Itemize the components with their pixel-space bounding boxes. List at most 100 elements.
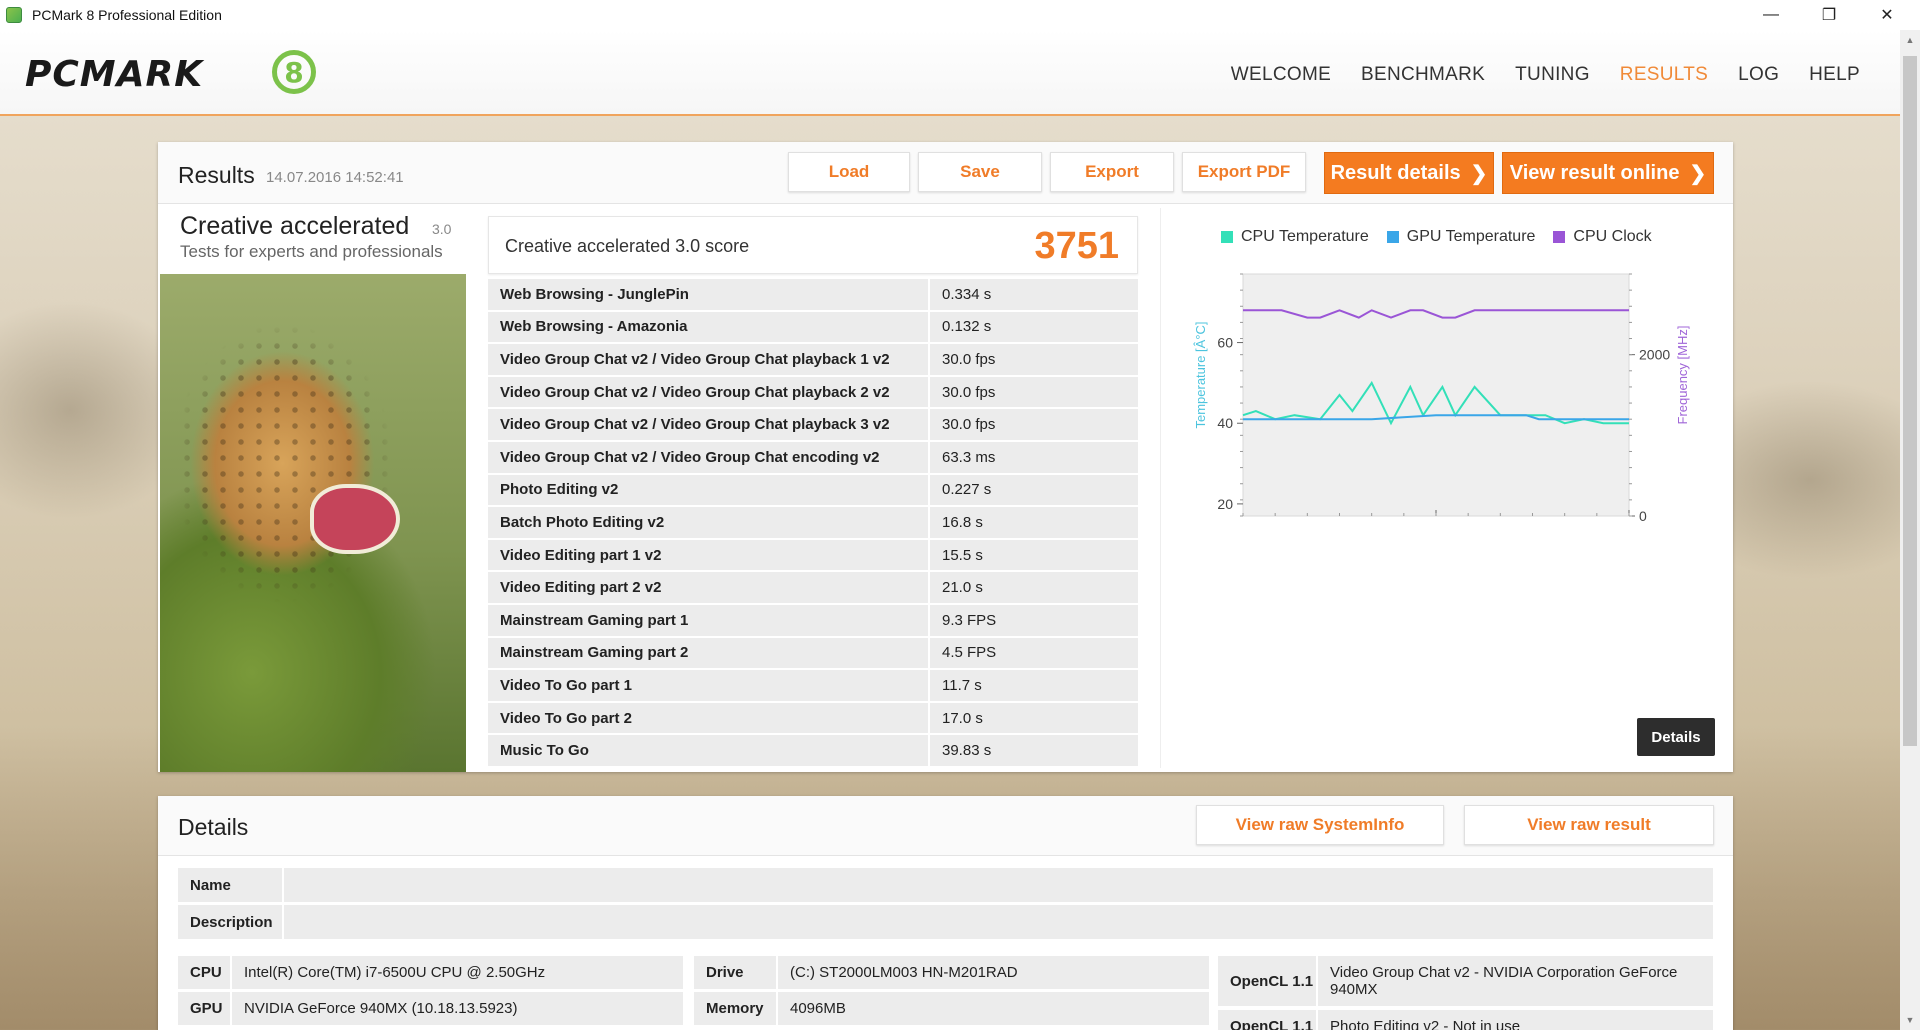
table-row: Video To Go part 1 11.7 s bbox=[488, 670, 1138, 703]
nav-welcome[interactable]: WELCOME bbox=[1230, 64, 1332, 85]
window-title: PCMark 8 Professional Edition bbox=[32, 7, 222, 23]
subtest-value: 39.83 s bbox=[930, 735, 1138, 766]
maximize-button[interactable]: ❐ bbox=[1821, 7, 1837, 24]
legend-label: CPU Clock bbox=[1573, 228, 1652, 245]
results-title: Results bbox=[178, 162, 255, 188]
gpu-spec-row: GPU NVIDIA GeForce 940MX (10.18.13.5923) bbox=[178, 992, 683, 1025]
scroll-up-arrow-icon[interactable]: ▲ bbox=[1905, 35, 1915, 45]
table-row: Web Browsing - JunglePin 0.334 s bbox=[488, 279, 1138, 312]
subtest-value: 30.0 fps bbox=[930, 409, 1138, 440]
y-left-tick-label: 40 bbox=[1217, 415, 1233, 431]
subtest-results-table: Web Browsing - JunglePin 0.334 s Web Brow… bbox=[488, 279, 1138, 768]
subtest-name: Photo Editing v2 bbox=[488, 474, 930, 506]
gpu-value: NVIDIA GeForce 940MX (10.18.13.5923) bbox=[232, 992, 683, 1025]
memory-label: Memory bbox=[694, 992, 776, 1025]
name-value bbox=[284, 868, 1713, 902]
details-name-row: Name bbox=[178, 868, 1713, 902]
subtest-value: 0.132 s bbox=[930, 311, 1138, 343]
legend-label: CPU Temperature bbox=[1241, 228, 1369, 245]
y-right-tick-label: 0 bbox=[1639, 508, 1647, 524]
test-subtitle: Tests for experts and professionals bbox=[180, 242, 443, 261]
subtest-value: 0.334 s bbox=[930, 279, 1138, 310]
subtest-name: Video Group Chat v2 / Video Group Chat p… bbox=[488, 376, 930, 408]
vertical-scrollbar[interactable]: ▲ ▼ bbox=[1900, 30, 1920, 1030]
result-details-label: Result details bbox=[1330, 161, 1461, 184]
subtest-name: Video To Go part 2 bbox=[488, 702, 930, 734]
subtest-value: 11.7 s bbox=[930, 670, 1138, 701]
export-button[interactable]: Export bbox=[1050, 152, 1174, 192]
series-line-gpu-temperature bbox=[1243, 414, 1629, 421]
legend-item: CPU Clock bbox=[1553, 228, 1652, 246]
legend-swatch bbox=[1221, 231, 1233, 243]
table-row: Video Group Chat v2 / Video Group Chat p… bbox=[488, 344, 1138, 377]
subtest-value: 21.0 s bbox=[930, 572, 1138, 603]
view-result-online-label: View result online bbox=[1509, 161, 1680, 184]
legend-label: GPU Temperature bbox=[1406, 228, 1536, 245]
table-row: Video Editing part 2 v2 21.0 s bbox=[488, 572, 1138, 605]
table-row: Web Browsing - Amazonia 0.132 s bbox=[488, 311, 1138, 345]
table-row: Video To Go part 2 17.0 s bbox=[488, 702, 1138, 736]
chart-legend: CPU Temperature GPU Temperature CPU Cloc… bbox=[1221, 228, 1652, 246]
subtest-value: 9.3 FPS bbox=[930, 604, 1138, 636]
pcmark-logo: PCMARK bbox=[25, 54, 204, 95]
result-details-button[interactable]: Result details ❯ bbox=[1324, 152, 1494, 194]
table-row: Music To Go 39.83 s bbox=[488, 735, 1138, 768]
memory-spec-row: Memory 4096MB bbox=[694, 992, 1209, 1025]
view-raw-result-button[interactable]: View raw result bbox=[1464, 805, 1714, 845]
nav-log[interactable]: LOG bbox=[1738, 64, 1780, 85]
opencl-spec-row: OpenCL 1.1 Photo Editing v2 - Not in use bbox=[1218, 1010, 1713, 1030]
name-label: Name bbox=[178, 868, 282, 902]
subtest-value: 4.5 FPS bbox=[930, 637, 1138, 669]
app-header: PCMARK 8 WELCOME BENCHMARK TUNING RESULT… bbox=[0, 30, 1900, 116]
close-button[interactable]: ✕ bbox=[1880, 7, 1894, 24]
drive-spec-row: Drive (C:) ST2000LM003 HN-M201RAD bbox=[694, 956, 1209, 989]
cpu-value: Intel(R) Core(TM) i7-6500U CPU @ 2.50GHz bbox=[232, 956, 683, 989]
subtest-name: Video Group Chat v2 / Video Group Chat e… bbox=[488, 441, 930, 473]
leopard-image bbox=[160, 274, 466, 772]
y-left-tick-label: 60 bbox=[1217, 335, 1233, 351]
chart-details-button[interactable]: Details bbox=[1637, 718, 1715, 756]
subtest-name: Video Editing part 1 v2 bbox=[488, 539, 930, 571]
details-panel: Details View raw SystemInfo View raw res… bbox=[158, 796, 1733, 1030]
table-row: Video Group Chat v2 / Video Group Chat p… bbox=[488, 376, 1138, 410]
nav-help[interactable]: HELP bbox=[1809, 64, 1860, 85]
load-button[interactable]: Load bbox=[788, 152, 910, 192]
nav-results[interactable]: RESULTS bbox=[1619, 64, 1709, 85]
subtest-name: Batch Photo Editing v2 bbox=[488, 507, 930, 538]
subtest-name: Video Editing part 2 v2 bbox=[488, 572, 930, 603]
table-row: Mainstream Gaming part 1 9.3 FPS bbox=[488, 604, 1138, 638]
drive-label: Drive bbox=[694, 956, 776, 989]
subtest-value: 30.0 fps bbox=[930, 344, 1138, 375]
pcmark-app-icon bbox=[6, 7, 22, 23]
score-value: 3751 bbox=[1034, 225, 1119, 267]
scroll-thumb[interactable] bbox=[1903, 56, 1917, 746]
subtest-name: Video Group Chat v2 / Video Group Chat p… bbox=[488, 409, 930, 440]
view-result-online-button[interactable]: View result online ❯ bbox=[1502, 152, 1714, 194]
minimize-button[interactable]: — bbox=[1763, 6, 1779, 23]
cpu-spec-row: CPU Intel(R) Core(TM) i7-6500U CPU @ 2.5… bbox=[178, 956, 683, 989]
export-pdf-button[interactable]: Export PDF bbox=[1182, 152, 1306, 192]
details-description-row: Description bbox=[178, 905, 1713, 939]
nav-tuning[interactable]: TUNING bbox=[1515, 64, 1590, 85]
test-version: 3.0 bbox=[432, 221, 452, 237]
opencl-spec-row: OpenCL 1.1 Video Group Chat v2 - NVIDIA … bbox=[1218, 956, 1713, 1006]
gpu-label: GPU bbox=[178, 992, 230, 1025]
scroll-down-arrow-icon[interactable]: ▼ bbox=[1905, 1015, 1915, 1025]
chevron-right-icon: ❯ bbox=[1470, 162, 1488, 185]
drive-value: (C:) ST2000LM003 HN-M201RAD bbox=[778, 956, 1209, 989]
save-button[interactable]: Save bbox=[918, 152, 1042, 192]
y-right-axis-title: Frequency [MHz] bbox=[1675, 326, 1690, 425]
opencl-value: Video Group Chat v2 - NVIDIA Corporation… bbox=[1318, 956, 1713, 1006]
subtest-name: Web Browsing - JunglePin bbox=[488, 279, 930, 310]
subtest-value: 63.3 ms bbox=[930, 441, 1138, 473]
nav-benchmark[interactable]: BENCHMARK bbox=[1361, 64, 1486, 85]
legend-swatch bbox=[1386, 231, 1399, 243]
cpu-label: CPU bbox=[178, 956, 230, 989]
description-value bbox=[284, 905, 1713, 939]
series-line-cpu-clock bbox=[1243, 309, 1629, 319]
table-row: Mainstream Gaming part 2 4.5 FPS bbox=[488, 637, 1138, 671]
opencl-label: OpenCL 1.1 bbox=[1218, 956, 1316, 1006]
view-raw-systeminfo-button[interactable]: View raw SystemInfo bbox=[1196, 805, 1444, 845]
table-row: Video Group Chat v2 / Video Group Chat e… bbox=[488, 441, 1138, 475]
results-date: 14.07.2016 14:52:41 bbox=[266, 169, 404, 186]
